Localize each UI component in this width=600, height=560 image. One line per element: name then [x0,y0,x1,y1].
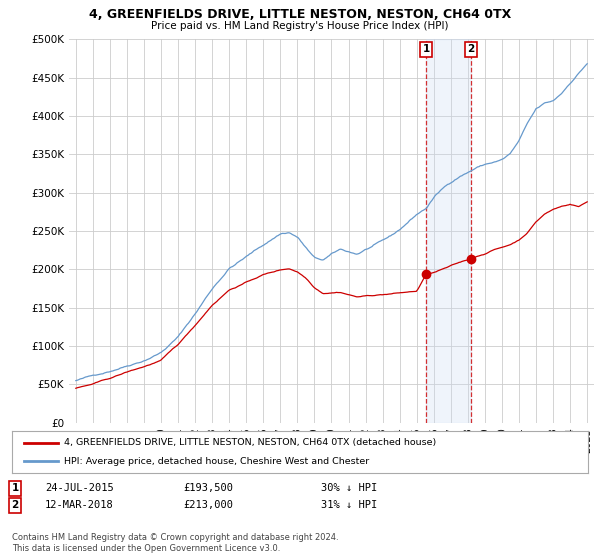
Text: 4, GREENFIELDS DRIVE, LITTLE NESTON, NESTON, CH64 0TX: 4, GREENFIELDS DRIVE, LITTLE NESTON, NES… [89,8,511,21]
Text: Price paid vs. HM Land Registry's House Price Index (HPI): Price paid vs. HM Land Registry's House … [151,21,449,31]
Text: 12-MAR-2018: 12-MAR-2018 [45,500,114,510]
Text: £193,500: £193,500 [183,483,233,493]
Text: Contains HM Land Registry data © Crown copyright and database right 2024.
This d: Contains HM Land Registry data © Crown c… [12,533,338,553]
Text: HPI: Average price, detached house, Cheshire West and Chester: HPI: Average price, detached house, Ches… [64,457,369,466]
Text: 4, GREENFIELDS DRIVE, LITTLE NESTON, NESTON, CH64 0TX (detached house): 4, GREENFIELDS DRIVE, LITTLE NESTON, NES… [64,438,436,447]
Text: £213,000: £213,000 [183,500,233,510]
Text: 24-JUL-2015: 24-JUL-2015 [45,483,114,493]
Text: 2: 2 [11,500,19,510]
Text: 2: 2 [467,44,475,54]
Bar [426,39,471,423]
Text: 1: 1 [11,483,19,493]
Text: 31% ↓ HPI: 31% ↓ HPI [321,500,377,510]
Text: 30% ↓ HPI: 30% ↓ HPI [321,483,377,493]
Text: 1: 1 [422,44,430,54]
